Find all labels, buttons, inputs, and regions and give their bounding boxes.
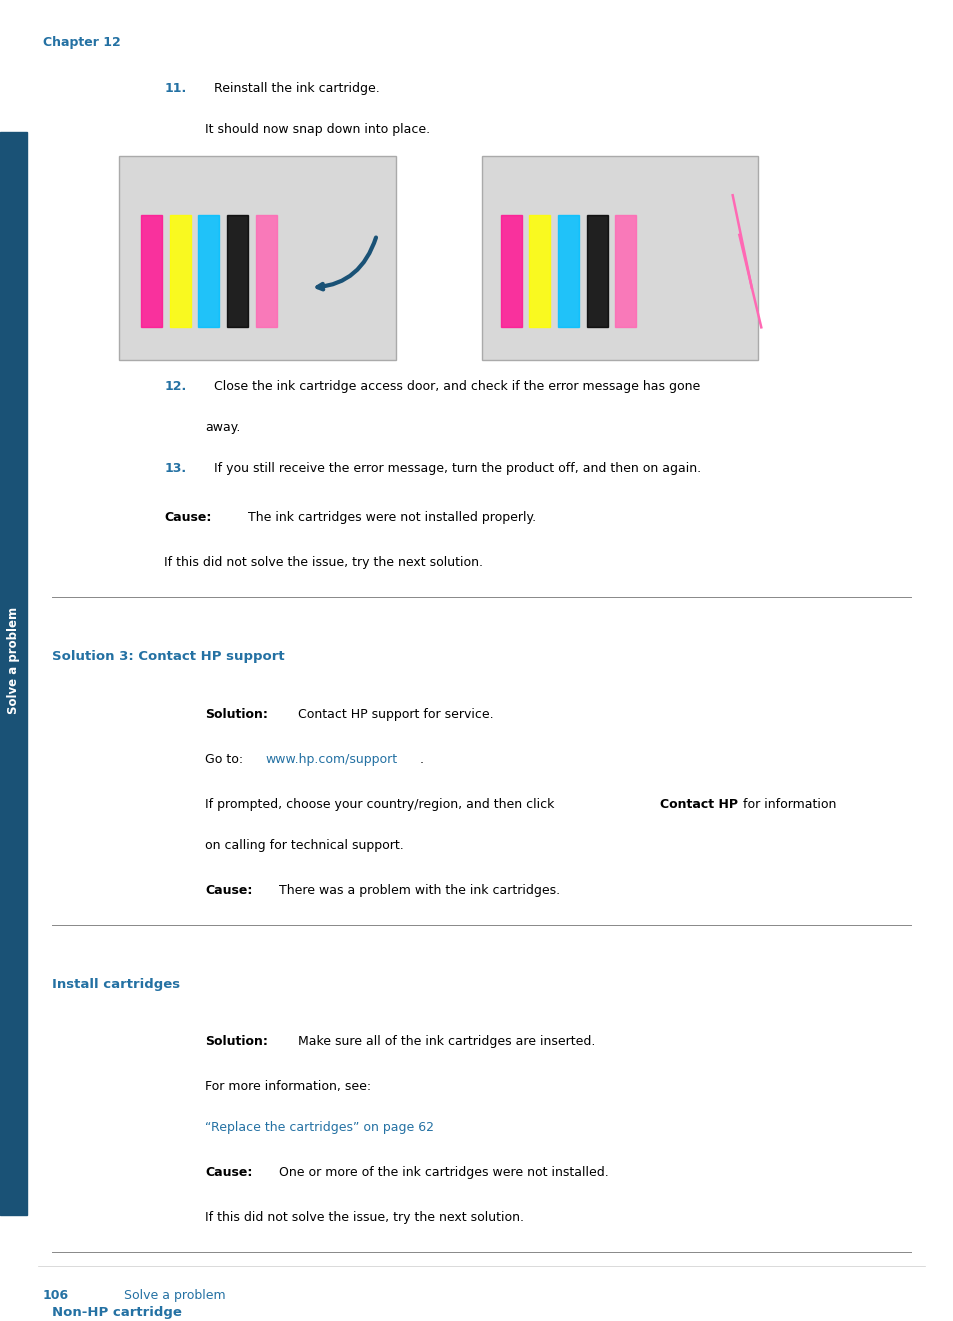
Text: away.: away. <box>205 421 240 435</box>
Text: 106: 106 <box>43 1289 69 1303</box>
Text: for information: for information <box>739 798 836 811</box>
Bar <box>170 215 191 328</box>
Bar <box>586 215 607 328</box>
Text: Solve a problem: Solve a problem <box>124 1289 226 1303</box>
Text: Close the ink cartridge access door, and check if the error message has gone: Close the ink cartridge access door, and… <box>213 380 700 394</box>
Text: One or more of the ink cartridges were not installed.: One or more of the ink cartridges were n… <box>267 1166 608 1180</box>
Bar <box>119 156 395 361</box>
Bar <box>0 132 27 1215</box>
Text: Make sure all of the ink cartridges are inserted.: Make sure all of the ink cartridges are … <box>286 1036 595 1049</box>
Text: If this did not solve the issue, try the next solution.: If this did not solve the issue, try the… <box>205 1211 523 1225</box>
Bar <box>558 215 578 328</box>
Text: Chapter 12: Chapter 12 <box>43 36 120 49</box>
Text: The ink cartridges were not installed properly.: The ink cartridges were not installed pr… <box>235 511 536 524</box>
Text: Go to:: Go to: <box>205 753 247 766</box>
Bar <box>141 215 162 328</box>
Text: Non-HP cartridge: Non-HP cartridge <box>52 1305 182 1318</box>
Bar <box>615 215 636 328</box>
Text: 12.: 12. <box>164 380 186 394</box>
Bar <box>255 215 276 328</box>
Text: Solution:: Solution: <box>205 1036 268 1049</box>
Text: Cause:: Cause: <box>205 884 253 897</box>
Text: 13.: 13. <box>164 462 186 476</box>
Text: Solve a problem: Solve a problem <box>7 606 20 715</box>
Bar <box>529 215 550 328</box>
Text: Contact HP support for service.: Contact HP support for service. <box>286 708 494 721</box>
Text: Install cartridges: Install cartridges <box>52 978 180 991</box>
Text: on calling for technical support.: on calling for technical support. <box>205 839 403 852</box>
Text: Reinstall the ink cartridge.: Reinstall the ink cartridge. <box>213 82 379 95</box>
Text: Solution 3: Contact HP support: Solution 3: Contact HP support <box>52 650 285 663</box>
Text: 11.: 11. <box>164 82 186 95</box>
Text: If this did not solve the issue, try the next solution.: If this did not solve the issue, try the… <box>164 556 482 569</box>
Text: Solution:: Solution: <box>205 708 268 721</box>
Text: .: . <box>419 753 423 766</box>
Text: www.hp.com/support: www.hp.com/support <box>265 753 396 766</box>
Text: “Replace the cartridges” on page 62: “Replace the cartridges” on page 62 <box>205 1122 434 1135</box>
Text: If prompted, choose your country/region, and then click: If prompted, choose your country/region,… <box>205 798 558 811</box>
Bar <box>198 215 219 328</box>
Text: For more information, see:: For more information, see: <box>205 1081 371 1094</box>
Bar <box>500 215 521 328</box>
Text: It should now snap down into place.: It should now snap down into place. <box>205 123 430 136</box>
Text: Cause:: Cause: <box>164 511 212 524</box>
Text: There was a problem with the ink cartridges.: There was a problem with the ink cartrid… <box>267 884 559 897</box>
Text: Contact HP: Contact HP <box>659 798 738 811</box>
Bar <box>481 156 758 361</box>
Text: Cause:: Cause: <box>205 1166 253 1180</box>
Text: If you still receive the error message, turn the product off, and then on again.: If you still receive the error message, … <box>213 462 700 476</box>
Bar <box>227 215 248 328</box>
